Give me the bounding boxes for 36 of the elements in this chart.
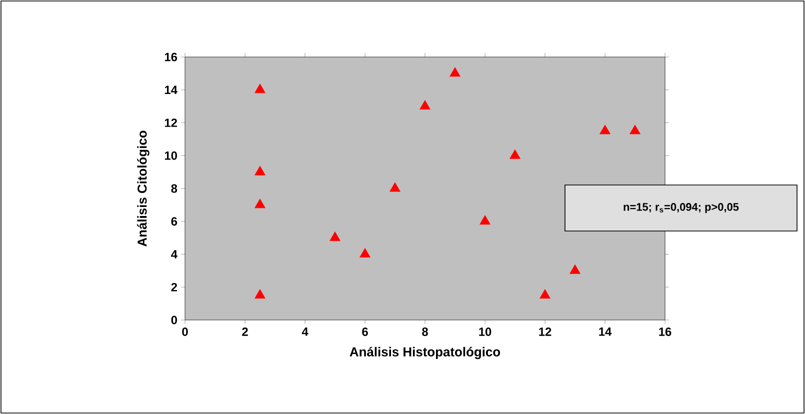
- y-tick-label: 8: [171, 184, 178, 193]
- point: [254, 84, 266, 94]
- y-tick-label: 14: [164, 86, 178, 94]
- x-tick-label: 4: [302, 328, 308, 336]
- y-tick-label: 12: [164, 118, 178, 127]
- y-tick-label: 2: [171, 282, 178, 292]
- point: [510, 149, 520, 159]
- x-tick-label: 8: [422, 328, 428, 336]
- point: [254, 198, 266, 208]
- annotation: n=15; r$_{s}$=0,094; p>0,05: [624, 203, 739, 213]
- point: [254, 289, 266, 299]
- y-tick-label: 0: [171, 316, 177, 324]
- point: [570, 264, 580, 274]
- point: [420, 100, 430, 110]
- y-tick-label: 4: [171, 250, 178, 258]
- x-tick-label: 16: [659, 328, 672, 336]
- point: [480, 215, 490, 225]
- point: [540, 289, 550, 299]
- x-axis-title: Análisis Histopatológico: [350, 346, 500, 360]
- y-tick-label: 6: [171, 217, 178, 226]
- x-tick-label: 14: [599, 328, 612, 336]
- point: [630, 124, 640, 134]
- x-tick-label: 6: [362, 328, 368, 336]
- y-tick-label: 10: [164, 151, 177, 160]
- point: [600, 124, 610, 134]
- x-tick-label: 12: [539, 328, 552, 336]
- point: [254, 166, 266, 176]
- y-tick-label: 16: [164, 52, 178, 62]
- point: [390, 182, 400, 192]
- x-tick-label: 10: [479, 328, 492, 336]
- y-axis-title: Análisis Citológico: [137, 130, 150, 246]
- x-tick-label: 0: [182, 328, 188, 336]
- point: [450, 67, 460, 77]
- point: [360, 248, 370, 258]
- point: [330, 232, 340, 242]
- x-tick-label: 2: [242, 328, 248, 336]
